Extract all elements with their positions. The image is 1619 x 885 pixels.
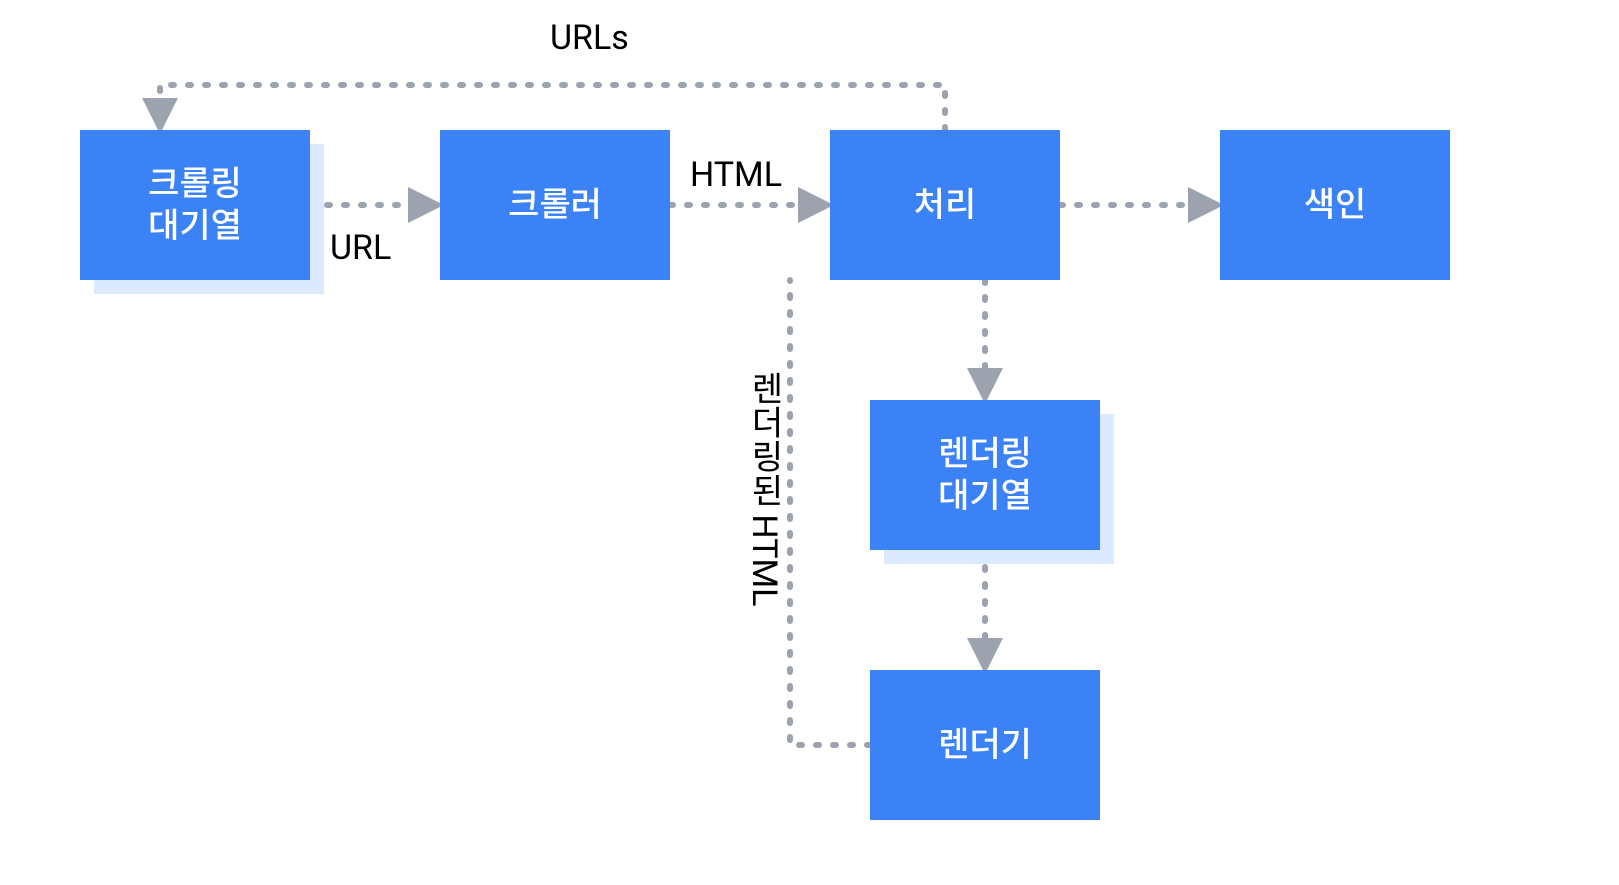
flowchart-canvas: 크롤링 대기열 크롤러 처리 색인렌더링 대기열렌더기 URLs URL HTML 렌더링된…: [0, 0, 1619, 885]
node-index: 색인: [1220, 130, 1450, 280]
edge-label-lbl_url: URL: [330, 228, 391, 268]
node-crawler: 크롤러: [440, 130, 670, 280]
edge-e_proc_back_queue: [160, 85, 945, 130]
node-processing: 처리: [830, 130, 1060, 280]
edge-label-lbl_urls: URLs: [550, 18, 629, 58]
edge-e_renderer_proc: [790, 280, 870, 745]
edge-label-lbl_render_html: 렌더링된 HTML: [740, 370, 789, 607]
node-crawl_queue: 크롤링 대기열: [80, 130, 310, 280]
node-render_queue: 렌더링 대기열: [870, 400, 1100, 550]
node-renderer: 렌더기: [870, 670, 1100, 820]
edge-label-lbl_html: HTML: [690, 155, 782, 195]
